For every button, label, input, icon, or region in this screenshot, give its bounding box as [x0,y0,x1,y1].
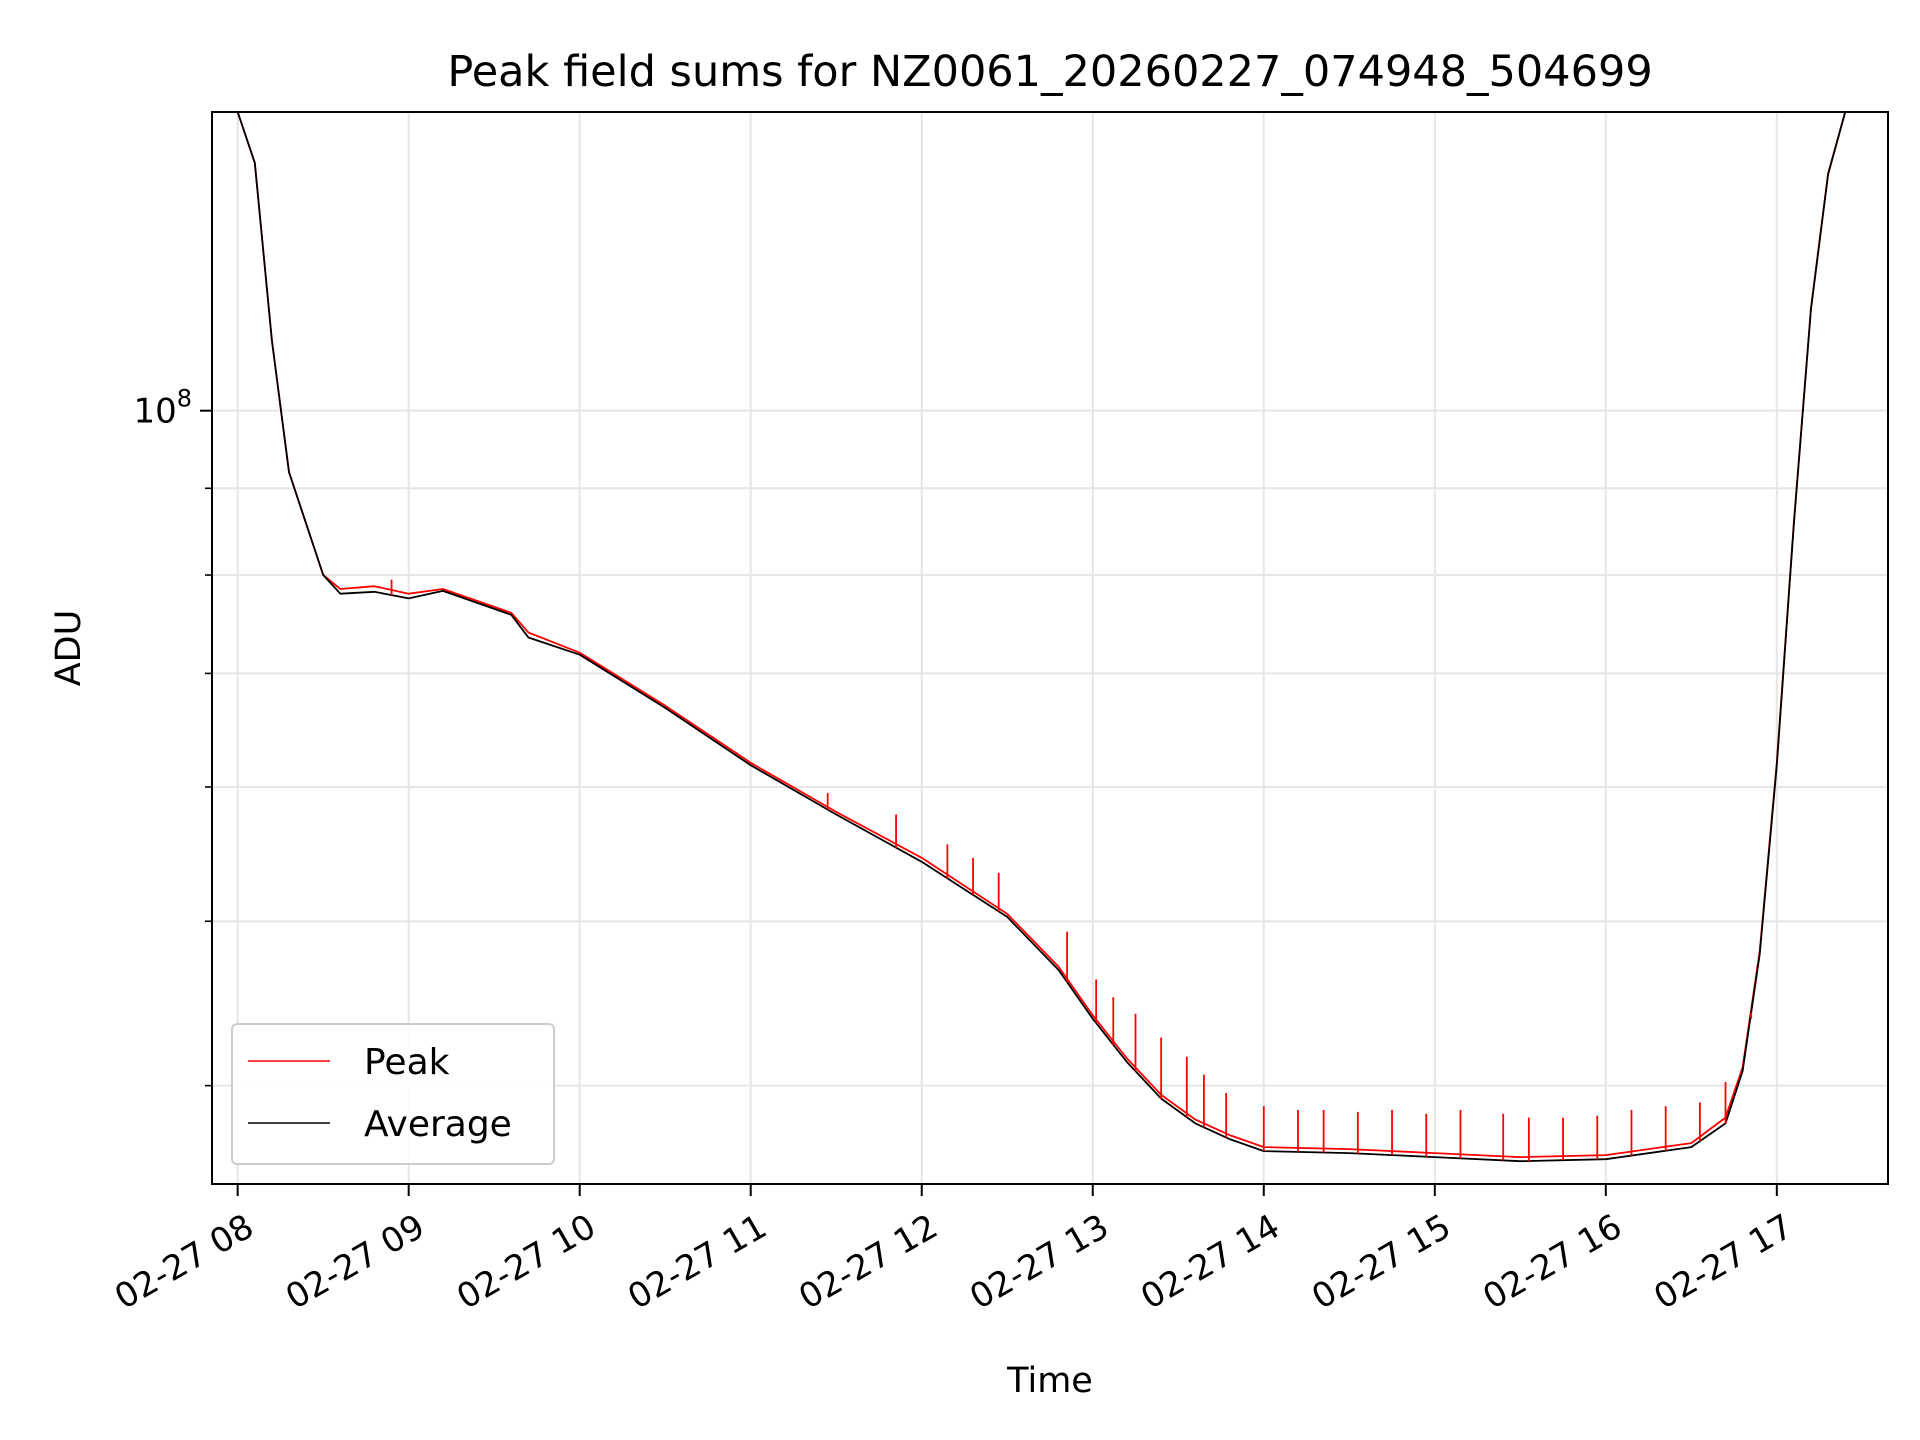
legend-label-peak: Peak [364,1042,450,1083]
x-tick-label: 02-27 15 [1305,1207,1457,1318]
x-tick-label: 02-27 11 [621,1207,773,1318]
series-layer [236,111,1888,1163]
x-tick-label: 02-27 09 [279,1207,431,1318]
series-line-average [236,111,1888,1163]
x-tick-label: 02-27 13 [963,1207,1115,1318]
x-axis-title: Time [1006,1361,1093,1401]
y-tick-label: 108 [133,385,192,432]
x-tick-label: 02-27 12 [792,1207,944,1318]
grid [212,112,1888,1184]
chart-title: Peak field sums for NZ0061_20260227_0749… [447,47,1652,97]
x-tick-label: 02-27 08 [108,1207,260,1318]
plot-area [212,112,1888,1184]
legend-label-average: Average [364,1104,512,1145]
x-tick-label: 02-27 17 [1647,1207,1799,1318]
x-tick-label: 02-27 14 [1134,1207,1286,1318]
y-axis-title: ADU [49,610,89,687]
x-tick-label: 02-27 10 [450,1207,602,1318]
plot-frame [211,111,1889,1185]
x-tick-label: 02-27 16 [1476,1207,1628,1318]
legend: Peak Average [231,1023,555,1165]
legend-box [231,1023,555,1165]
